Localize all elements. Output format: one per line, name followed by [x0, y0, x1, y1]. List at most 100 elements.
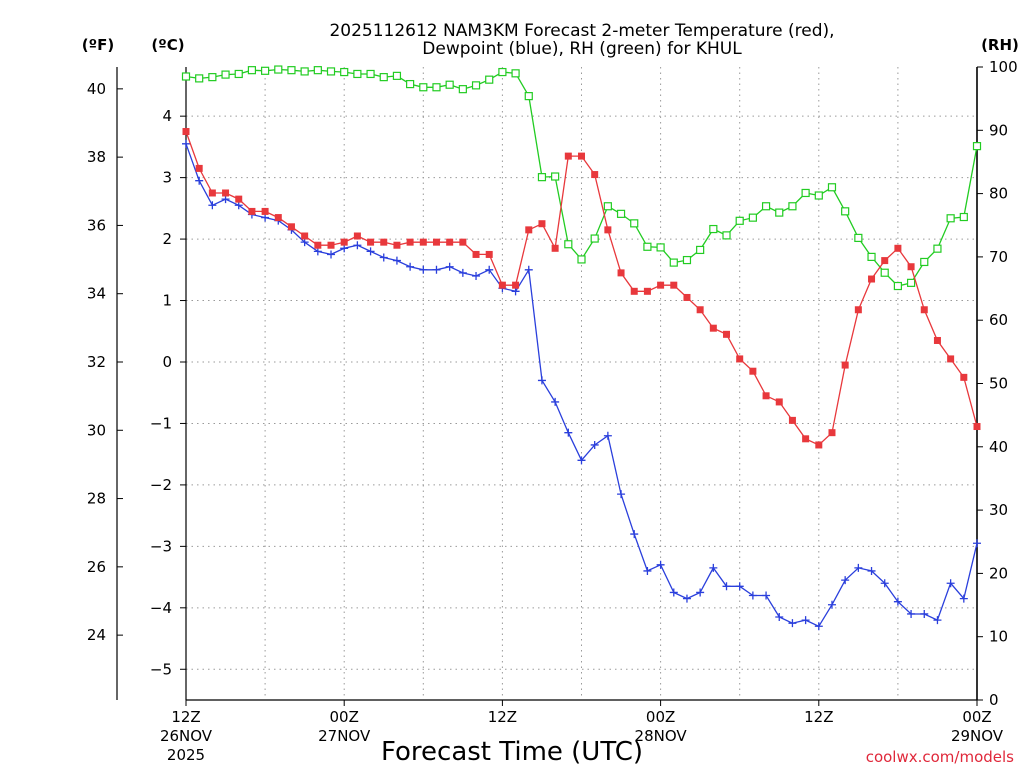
temperature-point-18 [419, 238, 427, 246]
rh-point-15 [379, 73, 388, 82]
x-tick-label-hour-4: 12Z [804, 708, 833, 726]
celsius-tick-label-9: −5 [150, 660, 172, 678]
dewpoint-point-19 [432, 265, 441, 274]
rh-point-56 [920, 257, 929, 267]
temperature-point-46 [788, 416, 796, 424]
temperature-point-35 [643, 287, 651, 295]
rh-point-34 [630, 219, 639, 228]
x-axis-label: Forecast Time (UTC) [381, 737, 643, 767]
temperature-point-30 [578, 152, 585, 160]
rh-point-36 [656, 243, 665, 252]
dewpoint-point-21 [458, 268, 467, 277]
x-tick-label-hour-1: 00Z [330, 708, 359, 726]
temperature-point-34 [630, 287, 638, 295]
temperature-point-32 [604, 226, 612, 234]
dewpoint-point-39 [696, 588, 705, 597]
rh-point-21 [458, 85, 467, 94]
dewpoint-point-23 [485, 265, 494, 274]
dewpoint-point-26 [524, 265, 533, 274]
temperature-point-23 [485, 250, 493, 258]
dewpoint-point-27 [537, 376, 546, 385]
temperature-point-43 [749, 367, 757, 375]
temperature-point-17 [406, 238, 414, 246]
temperature-point-60 [973, 423, 981, 431]
rh-point-50 [841, 207, 850, 216]
dewpoint-point-34 [630, 530, 639, 539]
rh-point-19 [432, 83, 441, 92]
dewpoint-point-28 [551, 397, 560, 406]
celsius-tick-label-0: 4 [162, 107, 172, 125]
dewpoint-point-42 [735, 582, 744, 591]
rh-tick-label-8: 20 [989, 564, 1008, 582]
rh-point-25 [511, 69, 520, 78]
temperature-point-27 [538, 220, 546, 228]
dewpoint-point-40 [709, 563, 718, 572]
rh-point-1 [195, 74, 204, 83]
temperature-point-16 [393, 241, 401, 249]
dewpoint-point-54 [893, 597, 902, 606]
rh-point-38 [682, 255, 692, 265]
celsius-tick-label-3: 1 [162, 292, 172, 310]
temperature-point-6 [261, 207, 269, 215]
fahrenheit-unit-label: (ºF) [82, 36, 114, 54]
dewpoint-point-56 [920, 609, 929, 618]
dewpoint-point-38 [682, 594, 691, 603]
chart-axes [116, 66, 983, 706]
rh-unit-label: (RH) [981, 36, 1019, 54]
rh-point-20 [445, 80, 454, 89]
dewpoint-point-16 [392, 256, 401, 265]
x-tick-label-hour-0: 12Z [171, 708, 200, 726]
rh-point-0 [181, 72, 191, 81]
x-tick-label-date-0: 26NOV [160, 727, 213, 745]
fahrenheit-tick-label-0: 40 [87, 80, 106, 98]
rh-point-51 [854, 233, 863, 243]
temperature-point-51 [854, 306, 862, 314]
temperature-point-37 [670, 281, 678, 289]
chart-title-line-1: 2025112612 NAM3KM Forecast 2-meter Tempe… [329, 21, 834, 41]
dewpoint-point-14 [366, 247, 375, 256]
temperature-point-11 [327, 241, 335, 249]
dewpoint-point-22 [472, 271, 481, 280]
temperature-point-57 [933, 336, 941, 344]
temperature-point-47 [802, 435, 810, 443]
dewpoint-point-2 [208, 201, 217, 210]
temperature-point-14 [367, 238, 375, 246]
celsius-tick-label-2: 2 [162, 230, 172, 248]
rh-point-26 [524, 92, 533, 101]
rh-point-41 [722, 231, 731, 240]
rh-point-27 [537, 173, 547, 182]
temperature-point-29 [564, 152, 572, 160]
temperature-point-50 [841, 361, 849, 369]
dewpoint-point-47 [801, 616, 810, 625]
dewpoint-point-30 [577, 456, 586, 465]
rh-tick-label-9: 10 [989, 628, 1008, 646]
temperature-point-15 [380, 238, 388, 246]
temperature-point-58 [947, 355, 955, 363]
dewpoint-point-58 [946, 579, 955, 588]
rh-tick-label-1: 90 [989, 121, 1008, 139]
temperature-point-44 [762, 392, 770, 400]
dewpoint-point-49 [827, 600, 836, 609]
temperature-point-56 [920, 306, 928, 314]
temperature-point-24 [498, 281, 506, 289]
dewpoint-point-32 [603, 431, 612, 440]
rh-point-58 [946, 214, 955, 223]
dewpoint-point-60 [973, 539, 981, 548]
temperature-point-2 [208, 189, 216, 197]
dewpoint-point-15 [379, 253, 388, 262]
temperature-point-5 [248, 207, 256, 215]
dewpoint-point-0 [182, 139, 190, 148]
temperature-point-0 [182, 128, 190, 136]
rh-point-57 [933, 244, 942, 253]
dewpoint-point-41 [722, 582, 731, 591]
rh-point-13 [353, 69, 362, 79]
temperature-point-31 [591, 171, 599, 179]
dewpoint-point-33 [617, 490, 626, 499]
rh-point-37 [669, 258, 678, 267]
rh-point-10 [313, 66, 322, 75]
temperature-point-55 [907, 263, 915, 271]
rh-point-8 [287, 66, 296, 75]
rh-point-9 [300, 67, 309, 76]
rh-point-48 [814, 191, 823, 200]
temperature-point-1 [195, 164, 203, 172]
